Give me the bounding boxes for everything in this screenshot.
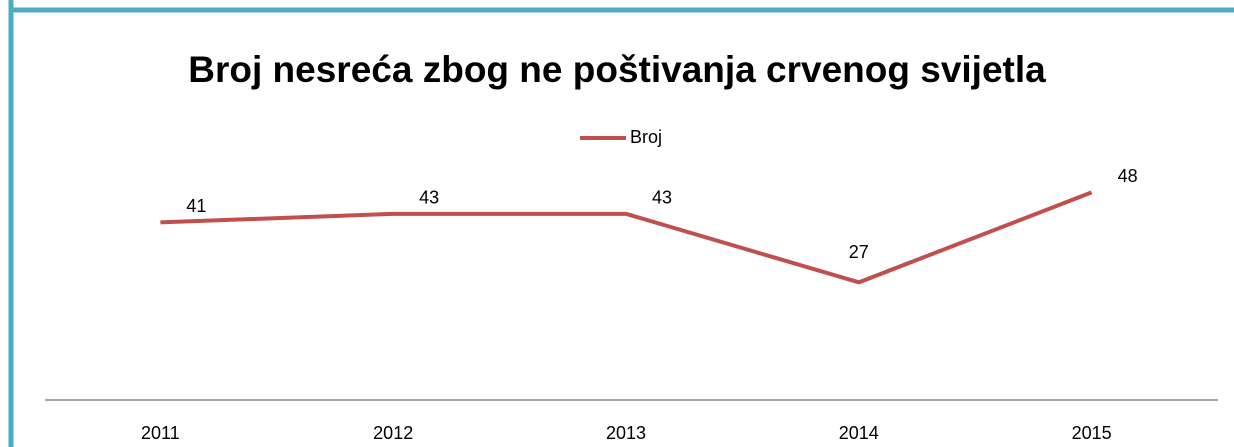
data-line	[160, 190, 1093, 285]
legend-label: Broj	[630, 127, 662, 147]
chart-title: Broj nesreća zbog ne poštivanja crvenog …	[188, 49, 1046, 90]
x-tick-label: 2015	[1072, 423, 1112, 443]
data-label: 27	[849, 242, 869, 262]
x-tick-label: 2011	[141, 423, 180, 443]
data-label: 48	[1118, 166, 1138, 186]
data-label: 43	[652, 188, 672, 208]
data-label: 41	[186, 196, 206, 216]
data-label: 43	[419, 188, 439, 208]
x-tick-label: 2013	[606, 423, 646, 443]
x-tick-label: 2012	[373, 423, 413, 443]
x-tick-label: 2014	[839, 423, 879, 443]
